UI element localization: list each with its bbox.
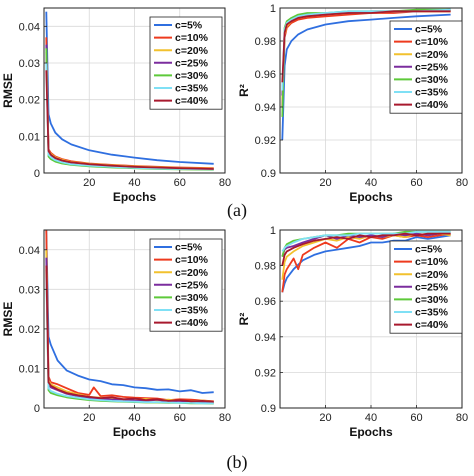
- x-tick-label: 60: [410, 412, 422, 424]
- series-line-7: [45, 265, 214, 403]
- y-axis-label: R²: [237, 313, 251, 326]
- legend-label-4: c=25%: [415, 281, 449, 293]
- x-tick-label: 40: [365, 412, 377, 424]
- x-tick-label: 20: [319, 177, 331, 189]
- legend: c=5%c=10%c=20%c=25%c=30%c=35%c=40%: [149, 238, 223, 332]
- x-tick-label: 40: [128, 412, 140, 424]
- x-tick-label: 80: [456, 412, 468, 424]
- series-line-1: [45, 11, 214, 165]
- y-tick-label: 0.92: [255, 135, 276, 147]
- x-tick-label: 40: [128, 177, 140, 189]
- y-tick-label: 0.02: [19, 324, 40, 336]
- legend-label-5: c=30%: [175, 70, 209, 82]
- x-axis-label: Epochs: [113, 190, 157, 204]
- legend-label-1: c=5%: [175, 20, 203, 32]
- legend: c=5%c=10%c=20%c=25%c=30%c=35%c=40%: [149, 16, 223, 110]
- series-line-7: [281, 10, 451, 83]
- chart-a-r2: 20 40 60 80 0.9 0.92 0.94 0.96 0.98 1 Epochs R² c=5%…: [237, 3, 468, 204]
- legend-label-5: c=30%: [175, 292, 209, 304]
- legend-label-2: c=10%: [415, 256, 449, 268]
- legend-label-2: c=10%: [175, 254, 209, 266]
- y-tick-label: 0.04: [19, 21, 40, 33]
- series-line-6: [45, 277, 214, 405]
- legend-label-7: c=40%: [175, 317, 209, 329]
- legend-label-3: c=20%: [175, 45, 209, 57]
- x-tick-label: 80: [456, 177, 468, 189]
- x-tick-label: 20: [83, 412, 95, 424]
- y-axis-label: R²: [237, 84, 251, 97]
- y-tick-label: 0.94: [255, 332, 276, 344]
- legend-label-7: c=40%: [415, 319, 449, 331]
- legend-label-4: c=25%: [175, 279, 209, 291]
- y-tick-label: 0.98: [255, 36, 276, 48]
- legend-label-5: c=30%: [415, 74, 449, 86]
- x-tick-label: 60: [410, 177, 422, 189]
- legend: c=5%c=10%c=20%c=25%c=30%c=35%c=40%: [389, 240, 463, 334]
- x-tick-label: 80: [219, 177, 231, 189]
- y-axis-label: RMSE: [1, 302, 15, 337]
- legend-label-3: c=20%: [175, 267, 209, 279]
- y-tick-label: 0.94: [255, 102, 276, 114]
- y-tick-label: 0.9: [261, 168, 276, 180]
- legend-label-4: c=25%: [175, 57, 209, 69]
- series-line-1: [45, 229, 214, 394]
- y-tick-label: 0.03: [19, 284, 40, 296]
- legend-label-1: c=5%: [415, 244, 443, 256]
- legend-label-3: c=20%: [415, 269, 449, 281]
- legend-label-7: c=40%: [415, 99, 449, 111]
- chart-b-r2: 20 40 60 80 0.9 0.92 0.94 0.96 0.98 1 Epochs R² c=5%…: [237, 225, 468, 439]
- x-tick-label: 80: [219, 412, 231, 424]
- y-tick-label: 0.96: [255, 296, 276, 308]
- series-line-7: [45, 70, 214, 170]
- legend-label-3: c=20%: [415, 49, 449, 61]
- y-tick-label: 0.02: [19, 95, 40, 107]
- y-tick-label: 0.03: [19, 58, 40, 70]
- series-line-7: [281, 232, 451, 266]
- legend-label-1: c=5%: [175, 242, 203, 254]
- panel-label-b: (b): [227, 452, 248, 473]
- x-tick-label: 20: [319, 412, 331, 424]
- y-tick-label: 0.96: [255, 69, 276, 81]
- y-tick-label: 0.92: [255, 367, 276, 379]
- chart-a-rmse: 20 40 60 8000.010.020.030.04EpochsRMSEc=5%c…: [1, 7, 231, 204]
- legend-label-6: c=35%: [175, 305, 209, 317]
- x-axis-label: Epochs: [349, 425, 393, 439]
- y-tick-label: 0.9: [261, 403, 276, 415]
- legend-label-6: c=35%: [415, 87, 449, 99]
- series-line-1: [281, 234, 451, 293]
- y-tick-label: 1: [270, 225, 276, 237]
- y-tick-label: 0: [34, 168, 40, 180]
- legend-label-6: c=35%: [175, 83, 209, 95]
- y-tick-label: 0.01: [19, 363, 40, 375]
- series-line-6: [45, 62, 214, 171]
- legend-label-1: c=5%: [415, 24, 443, 36]
- legend-label-2: c=10%: [175, 32, 209, 44]
- series-line-6: [281, 230, 451, 252]
- legend-label-5: c=30%: [415, 294, 449, 306]
- series-line-1: [281, 13, 451, 141]
- x-axis-label: Epochs: [349, 190, 393, 204]
- legend: c=5%c=10%c=20%c=25%c=30%c=35%c=40%: [389, 20, 463, 114]
- x-axis-label: Epochs: [113, 425, 157, 439]
- legend-label-7: c=40%: [175, 95, 209, 107]
- legend-label-4: c=25%: [415, 61, 449, 73]
- legend-label-2: c=10%: [415, 36, 449, 48]
- panel-label-a: (a): [227, 200, 247, 221]
- x-tick-label: 60: [174, 412, 186, 424]
- y-tick-label: 0.01: [19, 131, 40, 143]
- legend-label-6: c=35%: [415, 307, 449, 319]
- x-tick-label: 60: [174, 177, 186, 189]
- y-tick-label: 0.04: [19, 245, 40, 257]
- y-tick-label: 0.98: [255, 261, 276, 273]
- y-axis-label: RMSE: [1, 73, 15, 108]
- x-tick-label: 40: [365, 177, 377, 189]
- y-tick-label: 1: [270, 3, 276, 15]
- x-tick-label: 20: [83, 177, 95, 189]
- y-tick-label: 0: [34, 403, 40, 415]
- chart-b-rmse: 20 40 60 8000.010.020.030.04EpochsRMSEc=5%c…: [1, 229, 231, 439]
